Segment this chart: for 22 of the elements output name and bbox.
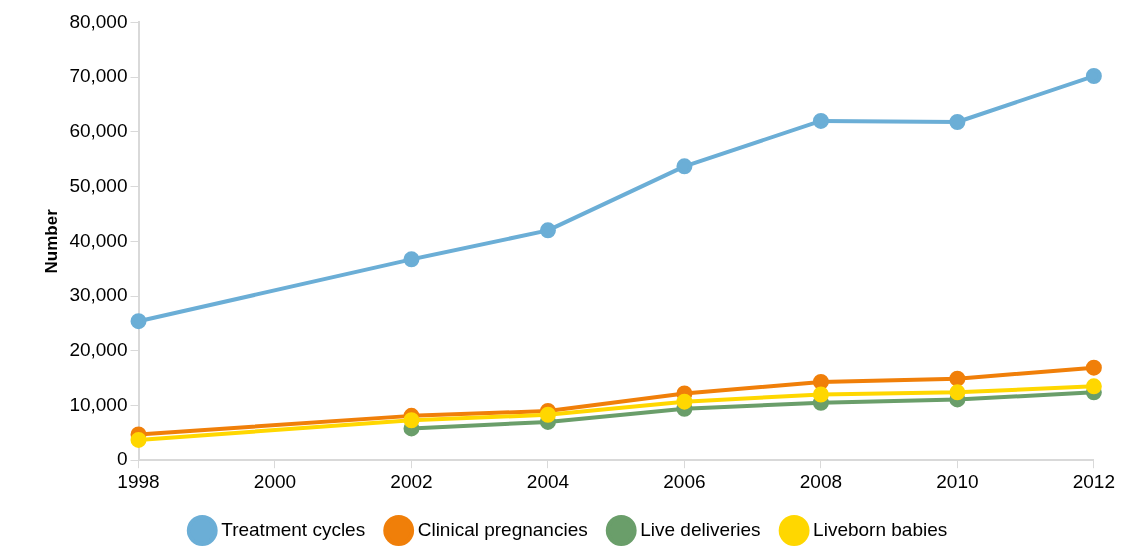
x-tick-label: 2004 — [526, 470, 570, 492]
y-tick-label: 0 — [116, 448, 128, 470]
legend-label: Liveborn babies — [813, 518, 948, 540]
y-tick-label: 40,000 — [69, 229, 128, 251]
y-tick-label: 70,000 — [69, 65, 128, 87]
y-tick-label: 60,000 — [69, 120, 128, 142]
x-tick-label: 2000 — [253, 470, 297, 492]
x-tick-label: 2008 — [799, 470, 843, 492]
x-tick-label: 2002 — [390, 470, 433, 492]
x-tick-label: 2010 — [936, 470, 979, 492]
y-tick-label: 10,000 — [69, 393, 128, 415]
x-tick-label: 2012 — [1072, 470, 1116, 492]
x-tick-label: 2006 — [663, 470, 706, 492]
legend-label: Live deliveries — [640, 518, 761, 540]
legend-label: Clinical pregnancies — [417, 518, 588, 540]
y-tick-label: 80,000 — [69, 10, 128, 32]
y-axis-title: Number — [41, 208, 61, 274]
y-tick-label: 30,000 — [69, 284, 128, 306]
y-tick-label: 50,000 — [69, 174, 128, 196]
legend-label: Treatment cycles — [221, 518, 366, 540]
y-tick-label: 20,000 — [69, 338, 128, 360]
x-tick-label: 1998 — [117, 470, 160, 492]
